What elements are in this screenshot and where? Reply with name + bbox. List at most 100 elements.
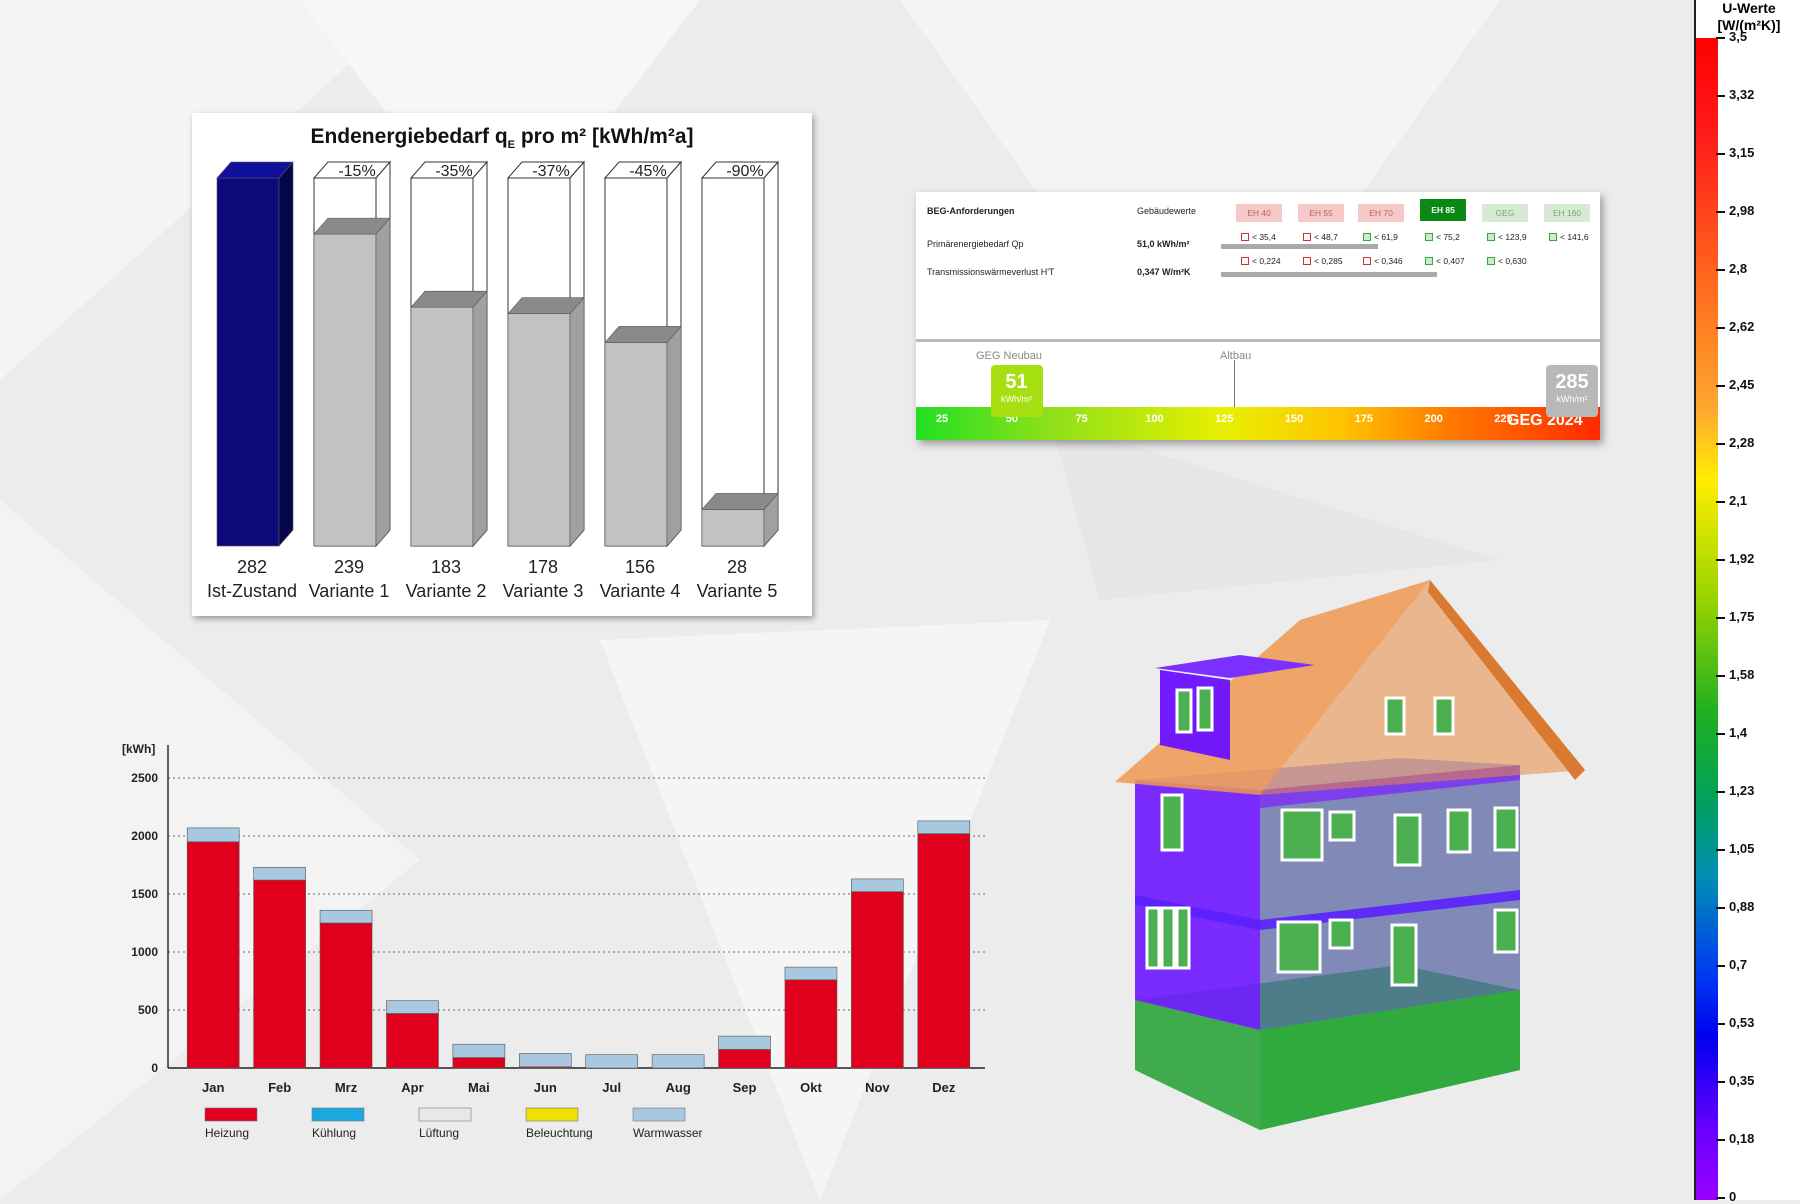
category-label: Variante 4 xyxy=(600,581,681,601)
dormer xyxy=(1160,670,1230,760)
uwerte-tick: 1,4 xyxy=(1716,725,1747,740)
limit-value: < 48,7 xyxy=(1303,232,1338,242)
bar-4 xyxy=(603,160,683,548)
bar-heizung xyxy=(319,922,373,1069)
uwerte-tick: 0 xyxy=(1716,1189,1736,1204)
altbau-line xyxy=(1234,360,1236,424)
y-tick-label: 1000 xyxy=(131,945,158,959)
bar-warmwasser xyxy=(386,1000,439,1014)
uwerte-tick: 3,15 xyxy=(1716,145,1754,160)
bar-front xyxy=(410,306,474,547)
legend-swatch xyxy=(204,1107,258,1122)
uwerte-tick: 2,98 xyxy=(1716,203,1754,218)
legend-swatch xyxy=(632,1107,686,1122)
bar-front xyxy=(313,233,377,547)
class-geg: GEG xyxy=(1482,204,1528,222)
bar-heizung xyxy=(186,841,240,1069)
row-label-transmission: Transmissionswärmeverlust H'T xyxy=(927,267,1055,277)
bar-heizung xyxy=(718,1049,771,1069)
bar-2 xyxy=(409,160,489,548)
altbau-label: Altbau xyxy=(1220,350,1252,362)
row-label-primaerenergie: Primärenergiebedarf Qp xyxy=(927,239,1024,249)
legend-label: Kühlung xyxy=(312,1126,356,1140)
monthly-energy-chart: [kWh] 0 500 1000 1500 2000 2500 Jan Feb Mrz Apr Mai… xyxy=(122,742,985,1140)
month-label: Feb xyxy=(268,1080,291,1095)
uwerte-tick: 0,88 xyxy=(1716,899,1754,914)
y-tick-label: 2500 xyxy=(131,771,158,785)
uwerte-tick: 2,45 xyxy=(1716,377,1754,392)
limit-value: < 123,9 xyxy=(1487,232,1527,242)
divider xyxy=(916,339,1600,342)
bar-outline-side xyxy=(763,160,779,548)
bar-0 xyxy=(216,161,294,547)
limit-value: < 0,224 xyxy=(1241,256,1281,266)
bar-warmwasser xyxy=(718,1035,771,1050)
gebaeudewerte-header: Gebäudewerte xyxy=(1137,206,1197,216)
uwerte-tick: 2,8 xyxy=(1716,261,1747,276)
bar-warmwasser xyxy=(319,909,373,924)
y-tick-label: 0 xyxy=(151,1061,158,1075)
category-label: Ist-Zustand xyxy=(207,581,297,601)
bar-side xyxy=(666,325,682,547)
class-eh-70: EH 70 xyxy=(1358,204,1404,222)
value-label: 178 xyxy=(528,557,558,577)
uwerte-tick: 0,7 xyxy=(1716,957,1747,972)
scale-tick: 225 xyxy=(1494,413,1513,425)
value-label: 282 xyxy=(237,557,267,577)
bar-warmwasser xyxy=(851,878,904,892)
bar-5 xyxy=(700,160,780,548)
primaerenergie-bar xyxy=(1221,244,1378,249)
uwerte-tick: 2,28 xyxy=(1716,435,1754,450)
month-label: Aug xyxy=(665,1080,690,1095)
uwerte-gradient xyxy=(1696,38,1718,1200)
limit-value: < 0,285 xyxy=(1303,256,1343,266)
uwerte-tick: 1,23 xyxy=(1716,783,1754,798)
beg-requirements-panel: BEG-Anforderungen Gebäudewerte EH 40 EH 5… xyxy=(916,192,1600,440)
month-label: Jun xyxy=(534,1080,557,1095)
scale-tick: 75 xyxy=(1075,413,1088,425)
bar-heizung xyxy=(253,879,306,1069)
bar-side xyxy=(375,217,391,547)
current-value-marker: 51 kWh/m² xyxy=(990,365,1043,417)
house-3d-model xyxy=(1115,580,1585,1130)
reduction-label: -35% xyxy=(435,163,472,180)
limit-value: < 75,2 xyxy=(1425,232,1460,242)
uwerte-tick: 2,1 xyxy=(1716,493,1747,508)
bar-side xyxy=(763,492,779,547)
scale-tick: 25 xyxy=(935,413,949,425)
bar-warmwasser xyxy=(253,867,306,881)
month-label: Apr xyxy=(401,1080,423,1095)
uwerte-legend-title: U-Werte [W/(m²K)] xyxy=(1694,0,1800,38)
bar-front xyxy=(701,509,765,547)
legend-swatch xyxy=(418,1107,472,1122)
limit-value: < 141,6 xyxy=(1549,232,1589,242)
scale-tick: 150 xyxy=(1284,413,1304,425)
month-label: Mai xyxy=(468,1080,490,1095)
bar-warmwasser xyxy=(917,820,971,834)
reduction-label: -45% xyxy=(629,163,666,180)
legend-label: Beleuchtung xyxy=(526,1126,593,1140)
month-label: Jul xyxy=(602,1080,621,1095)
uwerte-tick: 3,32 xyxy=(1716,87,1754,102)
uwerte-tick: 1,75 xyxy=(1716,609,1754,624)
category-label: Variante 3 xyxy=(503,581,584,601)
category-label: Variante 1 xyxy=(309,581,390,601)
uwerte-legend: 3,5 3,32 3,15 2,98 2,8 2,62 2,45 2,28 2,1 1,92 1,7… xyxy=(1694,29,1800,1204)
scale-tick: 175 xyxy=(1354,413,1374,425)
reduction-label: -90% xyxy=(726,163,763,180)
legend-swatch xyxy=(525,1107,579,1122)
legend-label: Warmwasser xyxy=(633,1126,703,1140)
uwerte-tick: 1,05 xyxy=(1716,841,1754,856)
y-tick-label: 1500 xyxy=(131,887,158,901)
bar-warmwasser xyxy=(585,1054,639,1069)
bar-warmwasser xyxy=(186,827,240,843)
category-label: Variante 2 xyxy=(406,581,487,601)
value-label: 28 xyxy=(727,557,747,577)
scale-tick: 100 xyxy=(1145,413,1164,425)
bar-front xyxy=(216,177,280,547)
uwerte-tick: 3,5 xyxy=(1716,29,1747,44)
uwerte-tick: 0,18 xyxy=(1716,1131,1754,1146)
limit-value: < 35,4 xyxy=(1241,232,1276,242)
value-label: 183 xyxy=(431,557,461,577)
bar-side xyxy=(472,290,488,547)
